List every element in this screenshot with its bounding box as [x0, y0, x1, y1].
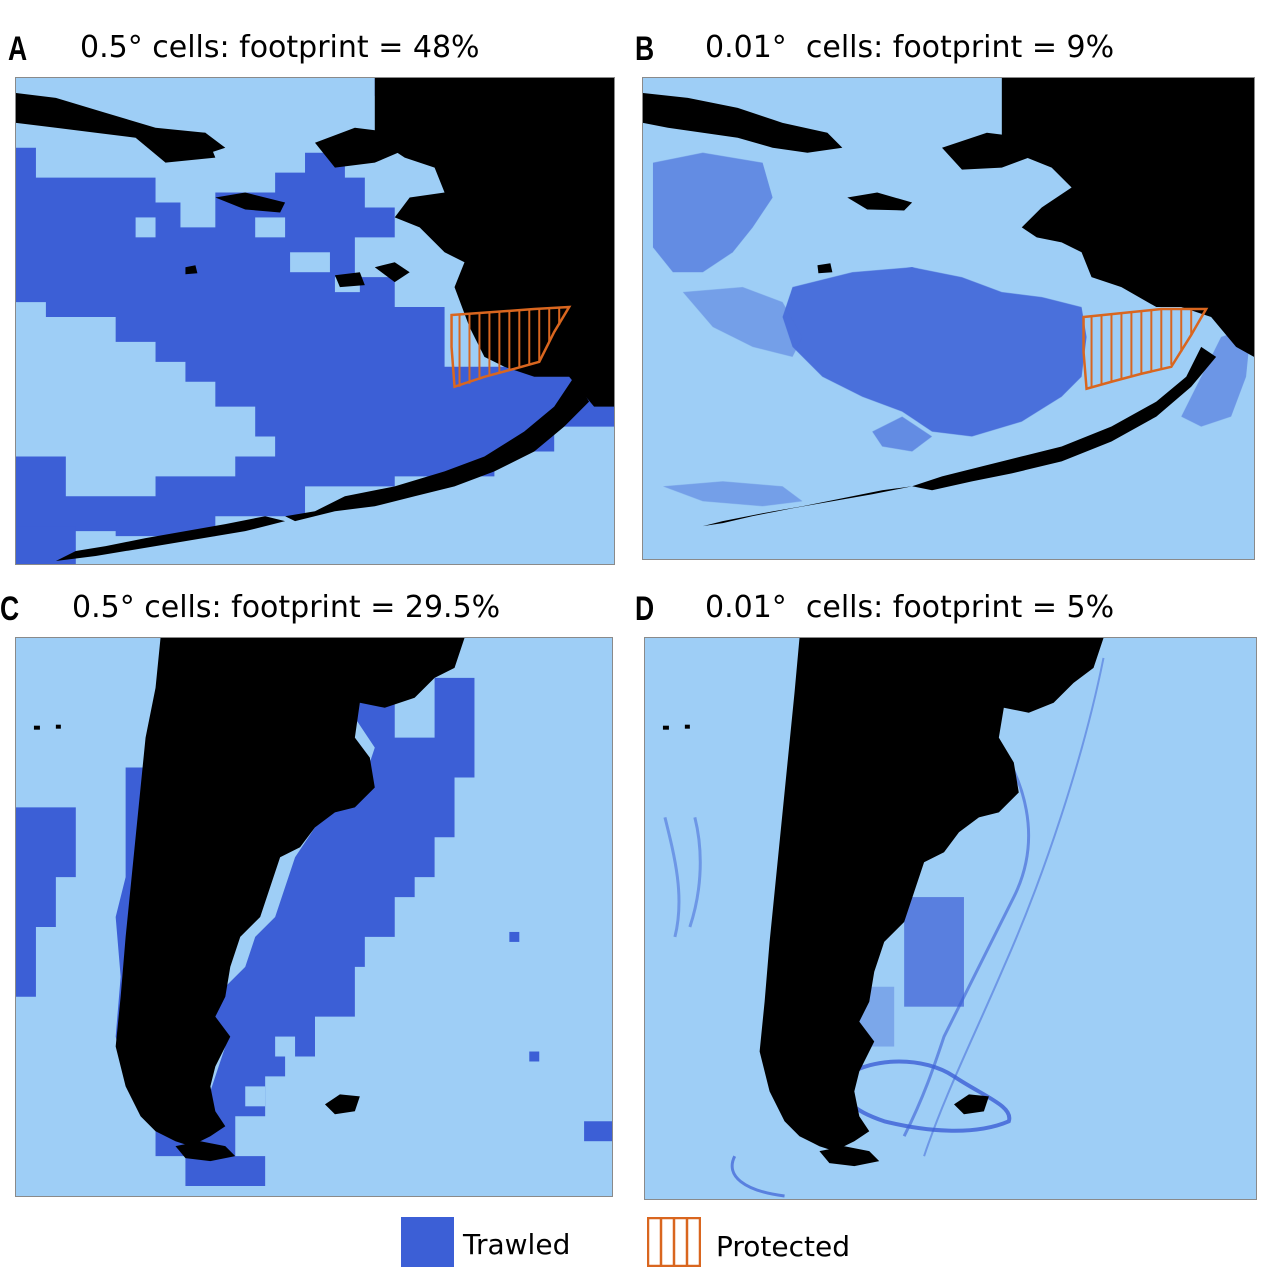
panel-b-title: 0.01° cells: footprint = 9% — [705, 30, 1115, 65]
land-south-america-d — [662, 638, 1104, 1167]
map-panel-c — [15, 637, 613, 1197]
panel-b-letter: B — [635, 30, 655, 68]
trawled-swatch-icon — [401, 1217, 454, 1267]
panel-d-letter: D — [635, 590, 655, 628]
protected-hatch-swatch-icon — [646, 1216, 702, 1268]
trawled-cells-d — [663, 657, 1105, 1198]
panel-a-title: 0.5° cells: footprint = 48% — [80, 30, 480, 65]
land-south-america-c — [33, 638, 465, 1162]
panel-c-title: 0.5° cells: footprint = 29.5% — [72, 590, 501, 625]
map-panel-b — [642, 77, 1255, 560]
protected-area-a — [450, 305, 572, 389]
panel-a-letter: A — [8, 30, 28, 68]
panel-c-letter: C — [0, 590, 20, 628]
protected-area-b — [1082, 307, 1209, 391]
panel-d-title: 0.01° cells: footprint = 5% — [705, 590, 1115, 625]
trawled-cells-b — [652, 152, 1252, 507]
legend-protected-label: Protected — [716, 1230, 850, 1263]
map-panel-a — [15, 77, 615, 565]
map-panel-d — [644, 637, 1257, 1200]
legend-trawled-label: Trawled — [463, 1228, 571, 1261]
